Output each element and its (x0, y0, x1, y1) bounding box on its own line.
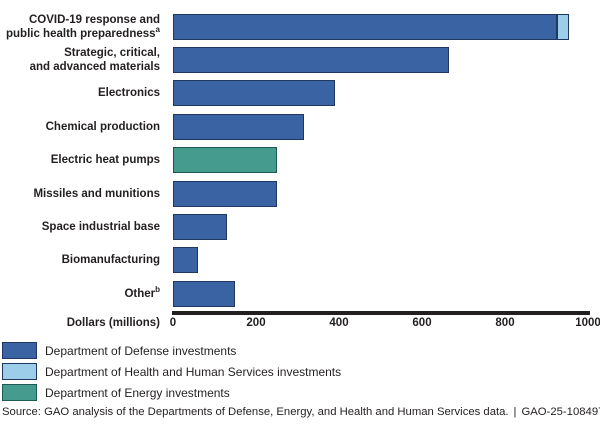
bar-row: Otherb (0, 277, 600, 310)
bar (173, 280, 600, 307)
legend-item: Department of Energy investments (2, 384, 341, 401)
source-text: Source: GAO analysis of the Departments … (2, 406, 509, 418)
category-label-line: Chemical production (45, 120, 160, 133)
legend-label: Department of Defense investments (45, 343, 237, 358)
bar (173, 180, 600, 207)
category-label: Chemical production (0, 120, 173, 134)
category-label: COVID-19 response and public health prepa… (0, 13, 173, 41)
x-tick-label: 400 (329, 317, 349, 329)
category-label: Electric heat pumps (0, 153, 173, 167)
bar-segment-dod (173, 247, 198, 274)
bar-segment-hhs (556, 13, 570, 40)
source-note: Source: GAO analysis of the Departments … (2, 406, 600, 418)
bar-segment-dod (173, 113, 304, 140)
bar (173, 147, 600, 174)
category-label-line: Electronics (98, 87, 160, 100)
report-id: GAO-25-108497 (521, 406, 600, 418)
bar-rows: COVID-19 response and public health prepa… (0, 10, 600, 311)
bar-row: Chemical production (0, 110, 600, 143)
category-label: Electronics (0, 86, 173, 100)
x-axis-title: Dollars (millions) (66, 317, 160, 329)
x-tick-label: 200 (246, 317, 266, 329)
legend-label: Department of Health and Human Services … (45, 364, 342, 379)
x-axis-ticks: 0 200 400 600 800 1000 (0, 317, 600, 333)
category-label-line: Otherb (124, 284, 160, 300)
category-label-line: public health preparednessa (6, 24, 160, 40)
bar-row: COVID-19 response and public health prepa… (0, 10, 600, 43)
legend-swatch-dod (2, 342, 37, 359)
legend-swatch-doe (2, 384, 37, 401)
bar-row: Strategic, critical, and advanced materia… (0, 43, 600, 76)
x-tick-label: 0 (169, 317, 177, 329)
category-label: Biomanufacturing (0, 253, 173, 267)
bar-segment-dod (173, 180, 277, 207)
bar-segment-dod (173, 13, 557, 40)
bar-row: Missiles and munitions (0, 177, 600, 210)
legend-swatch-hhs (2, 363, 37, 380)
category-label: Otherb (0, 284, 173, 301)
category-label: Missiles and munitions (0, 187, 173, 201)
bar-row: Electronics (0, 77, 600, 110)
category-label: Strategic, critical, and advanced materia… (0, 46, 173, 74)
bar-row: Electric heat pumps (0, 144, 600, 177)
category-label: Space industrial base (0, 220, 173, 234)
legend-label: Department of Energy investments (45, 385, 230, 400)
category-label-line: Biomanufacturing (61, 254, 160, 267)
bar (173, 113, 600, 140)
bar-segment-dod (173, 280, 236, 307)
bar (173, 13, 600, 40)
legend: Department of Defense investments Departm… (2, 342, 341, 405)
bar-segment-dod (173, 47, 449, 74)
bar-segment-doe (173, 147, 277, 174)
category-label-line: and advanced materials (29, 61, 160, 74)
category-label-line: Strategic, critical, (64, 47, 160, 60)
x-tick-label: 1000 (575, 317, 600, 329)
bar (173, 247, 600, 274)
legend-item: Department of Defense investments (2, 342, 341, 359)
legend-item: Department of Health and Human Services … (2, 363, 341, 380)
category-label-line: COVID-19 response and (28, 13, 160, 26)
source-separator: | (513, 406, 517, 418)
bar (173, 47, 600, 74)
bar-segment-dod (173, 80, 335, 107)
bar (173, 80, 600, 107)
footnote-marker: b (155, 284, 160, 294)
category-label-line: Missiles and munitions (33, 187, 160, 200)
x-tick-label: 800 (495, 317, 515, 329)
x-tick-label: 600 (412, 317, 432, 329)
bar-segment-dod (173, 214, 227, 241)
category-label-line: Space industrial base (41, 221, 160, 234)
bar-row: Space industrial base (0, 210, 600, 243)
category-label-line: Electric heat pumps (50, 154, 160, 167)
bar (173, 214, 600, 241)
x-axis-line (172, 311, 590, 315)
bar-row: Biomanufacturing (0, 244, 600, 277)
footnote-marker: a (155, 24, 160, 34)
